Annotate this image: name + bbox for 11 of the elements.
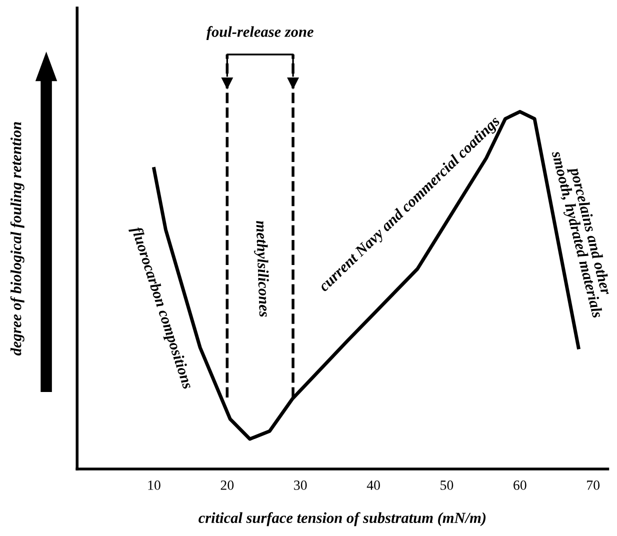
x-tick-label: 50 <box>440 480 454 490</box>
x-tick-label: 10 <box>148 480 160 490</box>
x-tick-label: 20 <box>220 480 234 490</box>
text: foul-release zone <box>206 26 314 40</box>
x-tick-label: 60 <box>514 480 526 490</box>
x-tick-label: 40 <box>366 480 380 490</box>
annotation: methylsilicones <box>252 220 270 318</box>
y-axis-title: degree of biological fouling retention <box>10 122 24 356</box>
x-axis-title: critical surface tension of substratum (mN/m) <box>198 512 486 526</box>
x-tick-label: 70 <box>587 480 600 490</box>
x-tick-label: 30 <box>294 480 307 490</box>
